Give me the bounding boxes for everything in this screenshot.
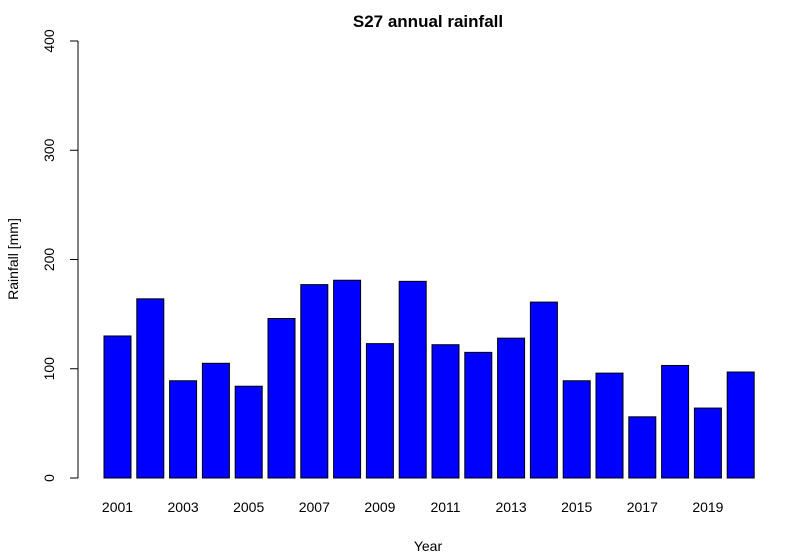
bar-2008 xyxy=(333,279,362,479)
x-tick-label: 2001 xyxy=(102,499,133,515)
x-tick-label: 2017 xyxy=(627,499,658,515)
bar-2017 xyxy=(628,416,657,479)
bar-2010 xyxy=(398,280,427,479)
y-axis: 0 100 200 300 400 xyxy=(41,29,79,482)
y-axis-label: Rainfall [mm] xyxy=(5,218,21,300)
x-tick-label: 2011 xyxy=(430,499,460,515)
bar-2014 xyxy=(529,301,558,479)
x-tick-label: 2015 xyxy=(561,499,592,515)
x-tick-label: 2005 xyxy=(233,499,264,515)
bars-group xyxy=(103,279,755,479)
bar-2005 xyxy=(234,385,263,479)
x-axis-label: Year xyxy=(414,538,443,554)
bar-2013 xyxy=(497,337,526,479)
bar-2020 xyxy=(726,371,755,479)
bar-2011 xyxy=(431,344,460,479)
x-tick-label: 2009 xyxy=(364,499,395,515)
bar-2006 xyxy=(267,317,296,479)
bar-2018 xyxy=(661,364,690,479)
x-tick-label: 2019 xyxy=(692,499,723,515)
x-tick-label: 2003 xyxy=(168,499,199,515)
bar-2002 xyxy=(136,298,165,479)
x-tick-label: 2007 xyxy=(299,499,330,515)
y-tick-label: 300 xyxy=(41,138,57,162)
bar-2001 xyxy=(103,335,132,479)
chart-title: S27 annual rainfall xyxy=(353,12,503,31)
bar-2019 xyxy=(693,407,722,479)
x-tick-label: 2013 xyxy=(496,499,527,515)
bar-2016 xyxy=(595,372,624,479)
y-tick-label: 400 xyxy=(41,29,57,53)
y-tick-label: 200 xyxy=(41,248,57,272)
bar-2015 xyxy=(562,380,591,479)
x-axis: 2001 2003 2005 2007 2009 2011 2013 2015 2017 2019 xyxy=(102,499,724,515)
y-tick-label: 0 xyxy=(41,474,57,482)
bar-2004 xyxy=(201,362,230,479)
bar-2007 xyxy=(300,284,329,479)
y-tick-label: 100 xyxy=(41,357,57,381)
bar-2003 xyxy=(169,380,198,479)
bar-2012 xyxy=(464,351,493,479)
bar-2009 xyxy=(365,343,394,479)
